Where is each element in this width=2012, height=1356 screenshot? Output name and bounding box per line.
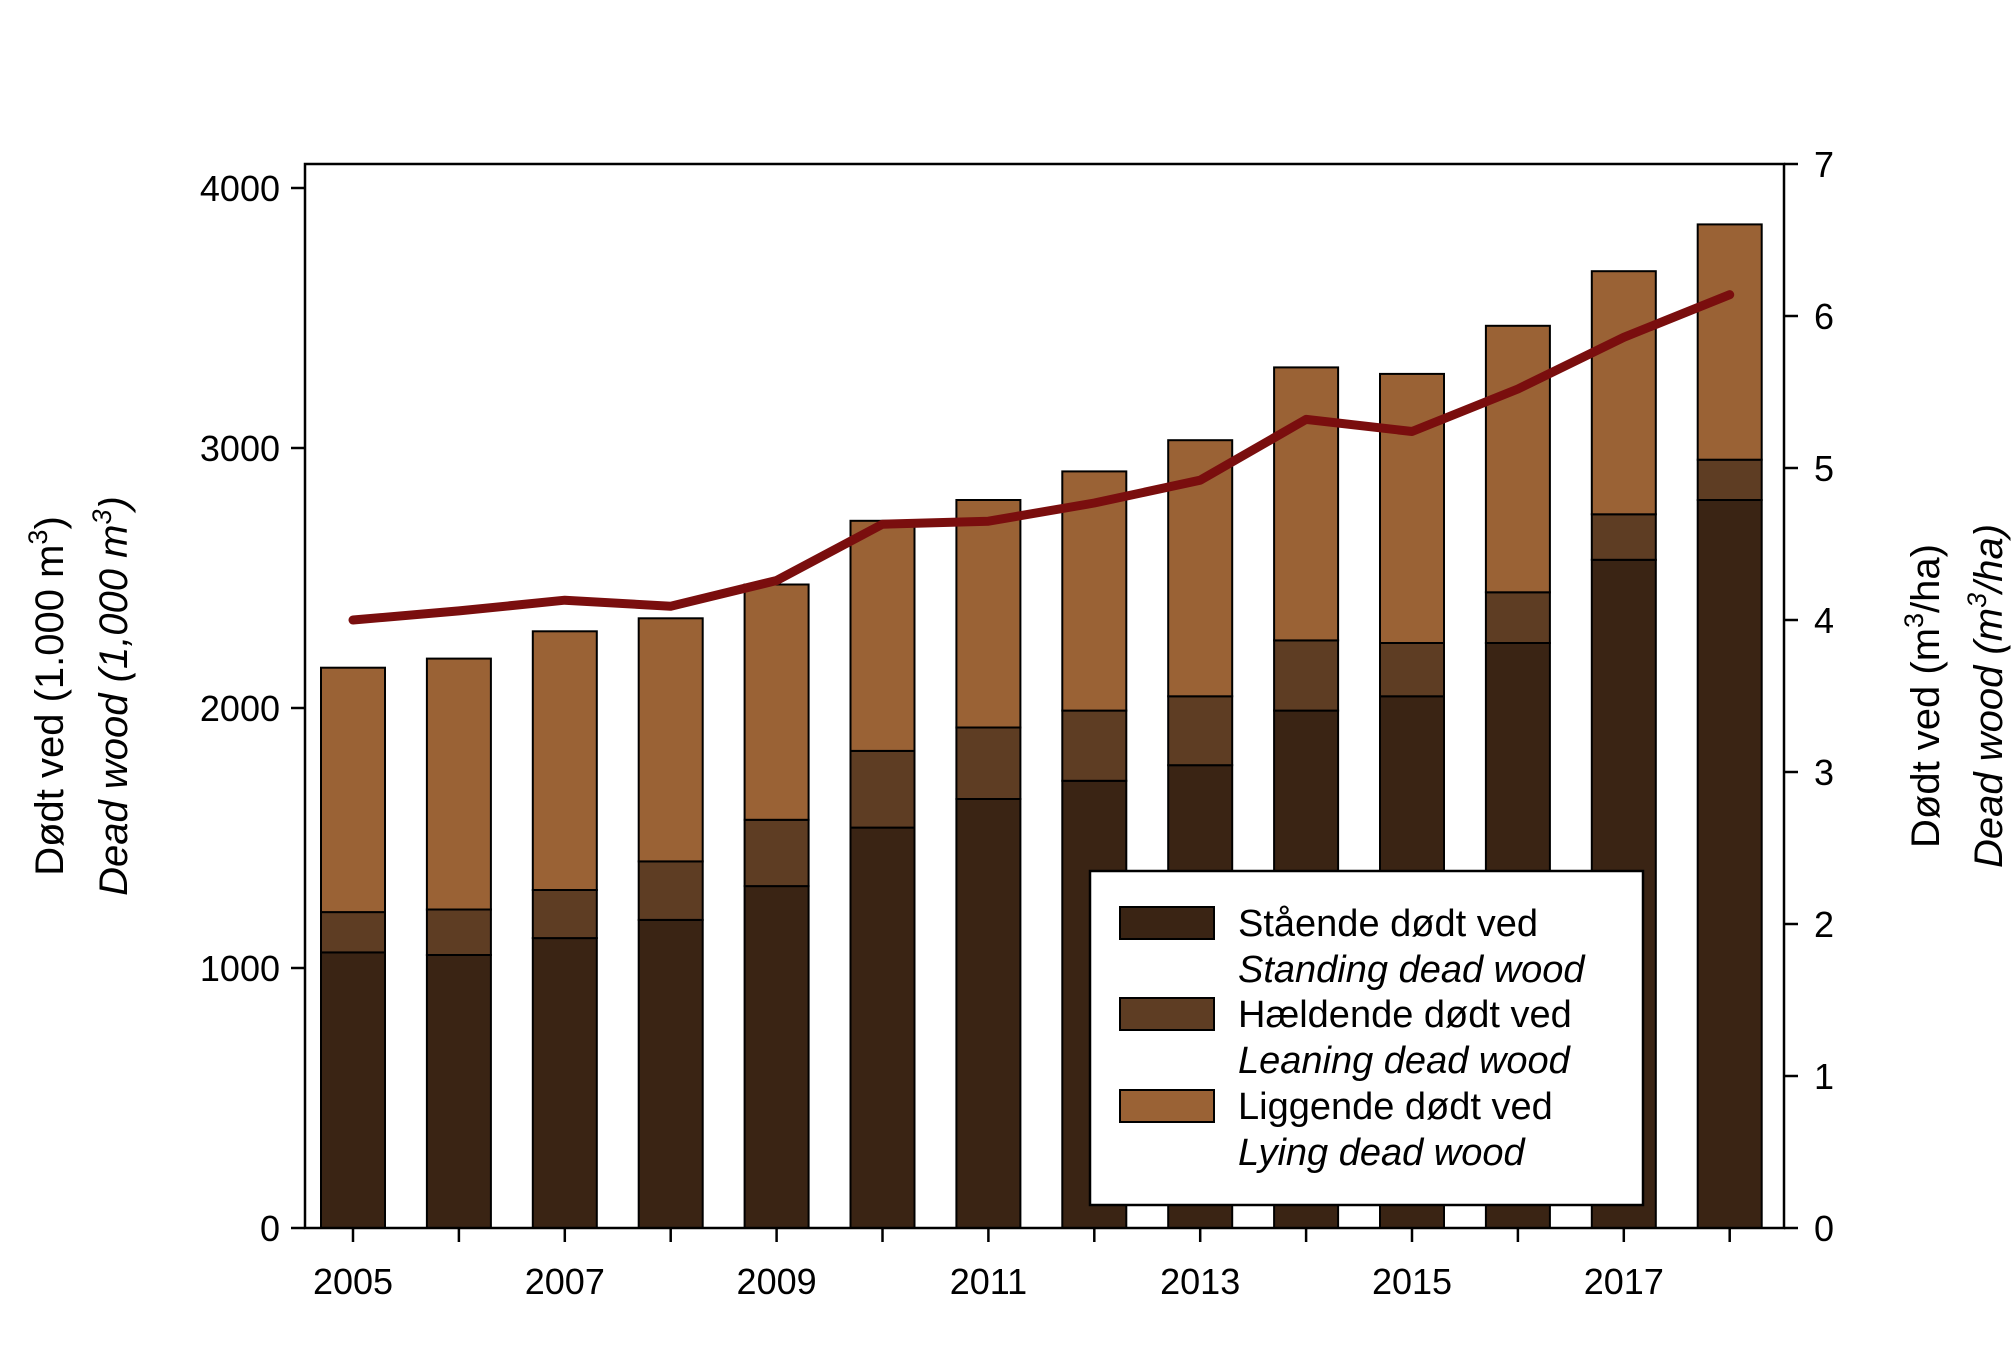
x-tick-label: 2013 bbox=[1160, 1261, 1240, 1302]
x-tick-label: 2009 bbox=[737, 1261, 817, 1302]
right-tick-label: 1 bbox=[1814, 1056, 1834, 1097]
bar-leaning-2012 bbox=[1061, 709, 1128, 782]
plot-frame bbox=[303, 162, 1786, 1230]
bar-lying-2012 bbox=[1061, 470, 1128, 712]
legend-label-leaning: Hældende dødt ved bbox=[1238, 994, 1572, 1036]
right-tick-label: 2 bbox=[1814, 904, 1834, 945]
right-tick-label: 6 bbox=[1814, 296, 1834, 337]
bar-lying-2018 bbox=[1696, 223, 1763, 461]
bar-standing-2018 bbox=[1696, 499, 1763, 1229]
legend-label-standing-en: Standing dead wood bbox=[1238, 949, 1586, 991]
right-tick-label: 5 bbox=[1814, 448, 1834, 489]
right-axis-title-en: Dead wood (m3/ha) bbox=[1962, 524, 2011, 868]
legend-label-standing: Stående dødt ved bbox=[1238, 903, 1538, 945]
bar-lying-2006 bbox=[425, 657, 492, 911]
bar-lying-2007 bbox=[531, 630, 598, 891]
left-axis-title-en: Dead wood (1,000 m3) bbox=[87, 496, 136, 896]
left-axis-title-line1: Dødt ved (1.000 m3) bbox=[23, 516, 72, 876]
right-tick-label: 4 bbox=[1814, 600, 1834, 641]
legend-label-lying: Liggende dødt ved bbox=[1238, 1086, 1553, 1128]
right-axis-title-line1: Dødt ved (m3/ha) bbox=[1899, 544, 1948, 848]
bar-leaning-2016 bbox=[1484, 591, 1551, 644]
bar-lying-2015 bbox=[1379, 372, 1445, 644]
bar-lying-2011 bbox=[955, 499, 1022, 729]
x-tick-label: 2015 bbox=[1372, 1261, 1452, 1302]
bar-leaning-2011 bbox=[955, 726, 1022, 800]
left-tick-label: 3000 bbox=[200, 428, 280, 469]
left-tick-label: 1000 bbox=[200, 948, 280, 989]
legend-label-leaning-en: Leaning dead wood bbox=[1238, 1040, 1572, 1082]
legend-swatch-lying bbox=[1119, 1089, 1215, 1123]
legend-label-lying-en: Lying dead wood bbox=[1238, 1132, 1527, 1174]
bar-leaning-2013 bbox=[1167, 695, 1234, 767]
bar-leaning-2017 bbox=[1590, 513, 1657, 561]
left-tick-label: 0 bbox=[260, 1208, 280, 1249]
bar-leaning-2014 bbox=[1273, 639, 1340, 712]
legend-swatch-standing bbox=[1119, 906, 1215, 940]
x-tick-label: 2011 bbox=[950, 1261, 1027, 1302]
right-tick-label: 3 bbox=[1814, 752, 1834, 793]
legend: Stående dødt ved Standing dead wood Hæld… bbox=[1088, 869, 1645, 1207]
bar-standing-2006 bbox=[425, 954, 492, 1229]
dead-wood-per-ha-line bbox=[348, 290, 1735, 625]
bar-leaning-2015 bbox=[1379, 642, 1445, 698]
bar-standing-2009 bbox=[743, 885, 810, 1229]
x-tick-label: 2007 bbox=[525, 1261, 605, 1302]
bar-leaning-2006 bbox=[425, 908, 492, 956]
x-tick-label: 2005 bbox=[313, 1261, 393, 1302]
bar-standing-2005 bbox=[320, 951, 386, 1230]
bar-lying-2009 bbox=[743, 583, 810, 821]
right-axis-title: Dødt ved (m3/ha) bbox=[1899, 544, 1948, 848]
left-axis-title-line2: Dead wood (1,000 m3) bbox=[87, 496, 136, 896]
right-tick-label: 0 bbox=[1814, 1208, 1834, 1249]
bar-standing-2007 bbox=[531, 937, 598, 1229]
bar-standing-2008 bbox=[637, 918, 704, 1230]
bar-lying-2005 bbox=[320, 666, 386, 914]
right-axis-title-line2: Dead wood (m3/ha) bbox=[1962, 524, 2011, 868]
bar-lying-2010 bbox=[849, 519, 916, 752]
legend-swatch-leaning bbox=[1119, 997, 1215, 1031]
bar-leaning-2018 bbox=[1696, 458, 1763, 502]
bar-lying-2016 bbox=[1484, 324, 1551, 594]
bar-leaning-2007 bbox=[531, 889, 598, 940]
bar-standing-2010 bbox=[849, 826, 916, 1229]
right-tick-label: 7 bbox=[1814, 144, 1834, 185]
x-axis: 2005 2007 2009 2011 2013 2015 2017 bbox=[313, 1228, 1731, 1302]
bar-leaning-2009 bbox=[743, 818, 810, 888]
bar-lying-2017 bbox=[1590, 270, 1657, 516]
bar-standing-2011 bbox=[955, 798, 1022, 1229]
left-axis: 0 1000 2000 3000 4000 bbox=[200, 168, 305, 1249]
bar-leaning-2010 bbox=[849, 749, 916, 829]
left-axis-title: Dødt ved (1.000 m3) bbox=[23, 516, 72, 876]
bar-leaning-2008 bbox=[637, 860, 704, 921]
line-layer bbox=[348, 290, 1735, 625]
x-tick-label: 2017 bbox=[1584, 1261, 1664, 1302]
left-tick-label: 2000 bbox=[200, 688, 280, 729]
bar-leaning-2005 bbox=[320, 911, 386, 954]
bar-lying-2008 bbox=[637, 617, 704, 863]
bar-lying-2014 bbox=[1273, 366, 1340, 642]
right-axis: 0 1 2 3 4 5 6 7 bbox=[1784, 144, 1834, 1249]
left-tick-label: 4000 bbox=[200, 168, 280, 209]
